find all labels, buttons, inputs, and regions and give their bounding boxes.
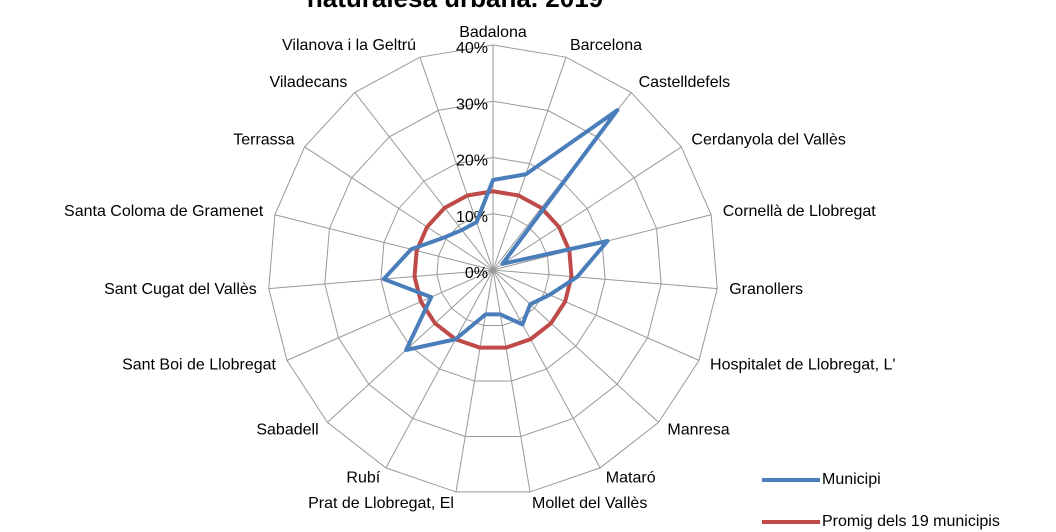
grid-ring xyxy=(268,44,718,493)
spoke xyxy=(385,269,494,469)
category-label: Granollers xyxy=(729,281,803,298)
category-label: Hospitalet de Llobregat, L' xyxy=(710,356,895,373)
category-label: Sant Cugat del Vallès xyxy=(104,281,257,298)
category-label: Castelldefels xyxy=(639,74,731,91)
spoke xyxy=(274,214,494,271)
series-line xyxy=(381,108,620,353)
spoke xyxy=(268,269,494,290)
spoke xyxy=(492,269,601,469)
category-label: Rubí xyxy=(346,470,380,487)
spoke xyxy=(492,269,700,361)
category-label: Cornellà de Llobregat xyxy=(723,203,877,220)
spoke xyxy=(492,269,659,423)
spoke xyxy=(354,92,494,271)
legend-label: Promig dels 19 municipis xyxy=(822,513,1000,530)
category-label: Mollet del Vallès xyxy=(532,495,647,512)
spoke xyxy=(286,269,494,361)
category-label: Terrassa xyxy=(233,132,294,149)
grid-ring xyxy=(380,156,606,382)
category-label: Badalona xyxy=(459,24,527,41)
spoke xyxy=(455,269,494,493)
category-label: Sabadell xyxy=(256,422,318,439)
spoke xyxy=(492,146,682,271)
grid-ring xyxy=(436,213,550,326)
r-tick-label: 0% xyxy=(465,265,488,282)
category-label: Santa Coloma de Gramenet xyxy=(64,203,264,220)
category-label: Mataró xyxy=(606,470,656,487)
category-label: Prat de Llobregat, El xyxy=(308,495,454,512)
category-label: Barcelona xyxy=(570,37,642,54)
category-label: Vilanova i la Geltrú xyxy=(282,37,416,54)
legend-label: Municipi xyxy=(822,471,881,488)
category-label: Sant Boi de Llobregat xyxy=(122,356,276,373)
spoke xyxy=(419,57,494,271)
spoke xyxy=(492,269,531,493)
r-tick-label: 30% xyxy=(456,96,488,113)
category-label: Manresa xyxy=(667,422,729,439)
spoke xyxy=(327,269,494,423)
spoke xyxy=(492,57,567,271)
chart-title: naturalesa urbana. 2019 xyxy=(307,0,603,13)
spoke xyxy=(492,269,718,290)
grid-ring xyxy=(324,100,662,437)
spoke xyxy=(304,146,494,271)
r-tick-label: 40% xyxy=(456,40,488,57)
category-label: Viladecans xyxy=(269,74,347,91)
r-tick-label: 20% xyxy=(456,153,488,170)
series-line xyxy=(412,189,574,350)
category-label: Cerdanyola del Vallès xyxy=(691,132,845,149)
